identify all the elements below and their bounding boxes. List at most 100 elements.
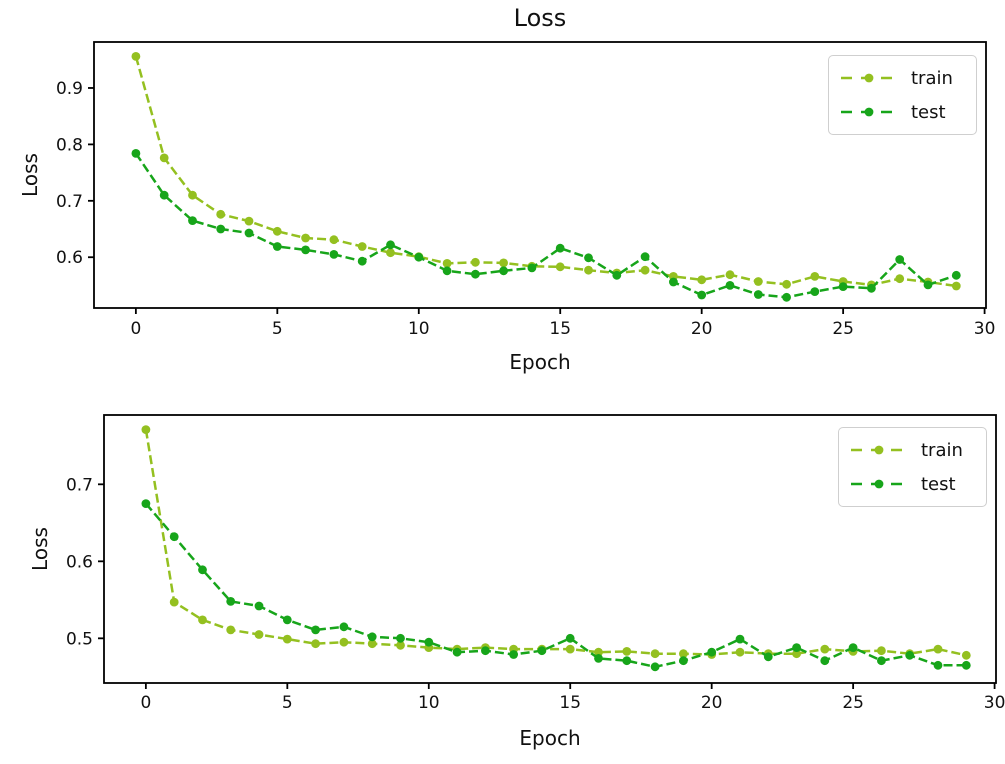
test-point — [198, 565, 207, 575]
test-point — [357, 256, 367, 266]
test-point — [555, 243, 565, 253]
test-point — [867, 283, 876, 293]
train-point — [877, 646, 886, 656]
train-point — [933, 644, 943, 654]
test-point — [527, 263, 537, 273]
test-point — [735, 634, 745, 644]
test-point — [311, 625, 320, 635]
test-point — [424, 637, 434, 647]
test-point — [216, 224, 226, 234]
train-point — [188, 190, 197, 200]
train-point — [753, 277, 763, 286]
train-point — [311, 639, 320, 649]
train-point — [951, 281, 961, 291]
train-point — [159, 153, 169, 163]
top-x-axis-label: Epoch — [509, 350, 571, 374]
train-point — [471, 257, 480, 267]
top-x-tick-label: 0 — [130, 319, 141, 339]
test-point — [159, 190, 169, 200]
train-point — [820, 644, 830, 654]
top-y-axis-label: Loss — [18, 153, 42, 197]
test-point — [131, 149, 141, 158]
test-point — [141, 499, 151, 508]
train-point — [198, 615, 207, 625]
top-y-tick-label: 0.9 — [56, 79, 83, 99]
test-point — [810, 287, 820, 296]
test-point — [584, 253, 593, 263]
legend-entry-train: train — [839, 62, 966, 94]
train-point — [499, 258, 508, 268]
test-point — [537, 646, 547, 656]
test-point — [697, 290, 707, 300]
chart-title: Loss — [513, 4, 567, 32]
train-point — [622, 647, 632, 656]
test-point — [594, 654, 603, 663]
bottom-legend: train test — [838, 427, 987, 507]
bottom-y-tick-label: 0.6 — [66, 552, 93, 572]
top-x-tick-label: 15 — [549, 319, 571, 339]
train-point — [357, 242, 367, 251]
legend-entry-test: test — [839, 96, 966, 128]
train-point — [131, 52, 141, 61]
test-point — [679, 656, 688, 666]
top-y-tick-label: 0.8 — [56, 135, 83, 155]
test-point — [650, 662, 660, 672]
train-line — [144, 429, 967, 657]
test-point — [442, 266, 452, 276]
bottom-y-tick-label: 0.7 — [66, 475, 93, 495]
train-point — [679, 649, 688, 659]
train-point — [565, 644, 575, 654]
top-x-tick-label: 30 — [974, 319, 996, 339]
train-line-sample-icon — [841, 73, 897, 83]
legend-label-train: train — [911, 67, 953, 89]
train-point — [810, 272, 820, 281]
train-line-sample-icon — [851, 445, 907, 455]
legend-entry-train: train — [849, 434, 976, 466]
test-point — [905, 650, 915, 660]
train-point — [961, 650, 971, 660]
test-line — [134, 152, 957, 299]
test-point — [933, 660, 943, 670]
legend-label-test: test — [911, 101, 946, 123]
top-y-tick-label: 0.6 — [56, 248, 83, 268]
test-point — [282, 615, 292, 625]
train-point — [244, 216, 254, 226]
bottom-x-tick-label: 25 — [842, 693, 864, 713]
bottom-plot-border — [103, 414, 997, 684]
test-point — [329, 250, 339, 259]
test-point — [471, 269, 480, 279]
bottom-x-tick-label: 10 — [418, 693, 440, 713]
legend-label-test: test — [921, 473, 956, 495]
train-point — [367, 639, 377, 649]
train-point — [725, 270, 735, 280]
legend-entry-test: test — [849, 468, 976, 500]
train-point — [386, 248, 395, 258]
test-point — [452, 647, 462, 657]
test-point — [386, 240, 395, 250]
test-point — [792, 643, 801, 652]
test-point — [254, 601, 264, 611]
test-point — [753, 290, 763, 299]
test-point — [782, 292, 791, 302]
train-legend-marker — [874, 445, 884, 455]
train-point — [169, 597, 179, 607]
legend-label-train: train — [921, 439, 963, 461]
train-point — [442, 259, 452, 268]
bottom-x-axis-label: Epoch — [519, 726, 581, 750]
test-point — [188, 216, 197, 226]
top-plot-border — [93, 41, 987, 309]
test-point — [612, 270, 622, 280]
bottom-x-tick-label: 20 — [701, 693, 723, 713]
test-point — [951, 270, 961, 280]
test-point — [763, 652, 773, 662]
bottom-x-tick-label: 15 — [559, 693, 581, 713]
test-point — [339, 622, 349, 632]
train-point — [594, 647, 603, 657]
test-point — [725, 281, 735, 290]
test-point — [301, 245, 310, 255]
test-point — [367, 632, 377, 642]
train-point — [141, 425, 151, 434]
train-point — [272, 226, 282, 236]
train-point — [301, 233, 310, 243]
